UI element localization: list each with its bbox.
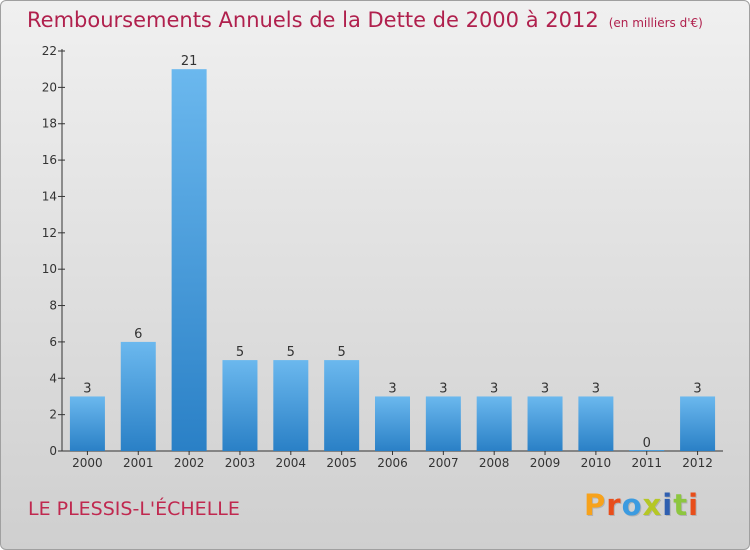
bar-2003 bbox=[222, 360, 258, 451]
chart-subtitle: (en milliers d'€) bbox=[608, 16, 703, 30]
bar-2007 bbox=[425, 396, 461, 451]
y-tick-label: 2 bbox=[49, 408, 57, 422]
y-tick-label: 14 bbox=[42, 189, 57, 203]
x-tick-label-2001: 2001 bbox=[123, 456, 154, 470]
x-tick-label-2003: 2003 bbox=[225, 456, 256, 470]
bar-2011 bbox=[629, 450, 665, 451]
logo-letter: t bbox=[673, 488, 689, 522]
x-tick-label-2008: 2008 bbox=[479, 456, 510, 470]
logo-letter: i bbox=[688, 488, 700, 522]
y-tick-label: 12 bbox=[42, 226, 57, 240]
bar-2005 bbox=[324, 360, 360, 451]
data-label-2010: 3 bbox=[592, 381, 600, 396]
logo-letter: x bbox=[642, 488, 663, 522]
bar-2009 bbox=[527, 396, 563, 451]
bar-2008 bbox=[476, 396, 512, 451]
y-tick-label: 8 bbox=[49, 299, 57, 313]
bar-2002 bbox=[171, 69, 207, 451]
data-label-2002: 21 bbox=[181, 54, 198, 69]
bar-2012 bbox=[680, 396, 716, 451]
y-tick-label: 20 bbox=[42, 80, 57, 94]
data-label-2012: 3 bbox=[693, 381, 701, 396]
logo-letter: P bbox=[584, 488, 607, 522]
data-label-2001: 6 bbox=[134, 327, 142, 342]
data-label-2008: 3 bbox=[490, 381, 498, 396]
x-tick-label-2004: 2004 bbox=[276, 456, 307, 470]
y-tick-label: 4 bbox=[49, 371, 57, 385]
x-tick-label-2002: 2002 bbox=[174, 456, 205, 470]
bar-2004 bbox=[273, 360, 309, 451]
x-tick-label-2007: 2007 bbox=[428, 456, 459, 470]
data-label-2000: 3 bbox=[83, 381, 91, 396]
x-tick-label-2011: 2011 bbox=[631, 456, 662, 470]
data-label-2004: 5 bbox=[287, 345, 295, 360]
title-text: Remboursements Annuels de la Dette de 20… bbox=[27, 8, 599, 32]
data-label-2009: 3 bbox=[541, 381, 549, 396]
data-label-2005: 5 bbox=[338, 345, 346, 360]
y-tick-label: 0 bbox=[49, 444, 57, 458]
bar-2006 bbox=[375, 396, 410, 451]
x-tick-label-2000: 2000 bbox=[72, 456, 103, 470]
logo-letter: i bbox=[662, 488, 674, 522]
y-tick-label: 16 bbox=[42, 153, 57, 167]
x-tick-label-2010: 2010 bbox=[581, 456, 612, 470]
data-label-2006: 3 bbox=[388, 381, 396, 396]
logo-letter: o bbox=[621, 488, 643, 522]
x-tick-label-2012: 2012 bbox=[682, 456, 713, 470]
y-tick-label: 22 bbox=[42, 44, 57, 58]
y-tick-label: 6 bbox=[49, 335, 57, 349]
x-tick-label-2009: 2009 bbox=[530, 456, 561, 470]
place-name: LE PLESSIS-L'ÉCHELLE bbox=[28, 498, 240, 520]
data-label-2003: 5 bbox=[236, 345, 244, 360]
y-tick-label: 18 bbox=[42, 117, 57, 131]
bar-2001 bbox=[120, 341, 156, 451]
proxiti-logo: Proxiti bbox=[584, 488, 699, 522]
y-tick-label: 10 bbox=[42, 262, 57, 276]
chart-title: Remboursements Annuels de la Dette de 20… bbox=[27, 8, 703, 32]
logo-letter: r bbox=[606, 488, 622, 522]
x-tick-label-2005: 2005 bbox=[326, 456, 357, 470]
bar-2000 bbox=[69, 396, 105, 451]
data-label-2011: 0 bbox=[643, 436, 651, 451]
bar-2010 bbox=[578, 396, 614, 451]
x-tick-label-2006: 2006 bbox=[377, 456, 408, 470]
data-label-2007: 3 bbox=[439, 381, 447, 396]
